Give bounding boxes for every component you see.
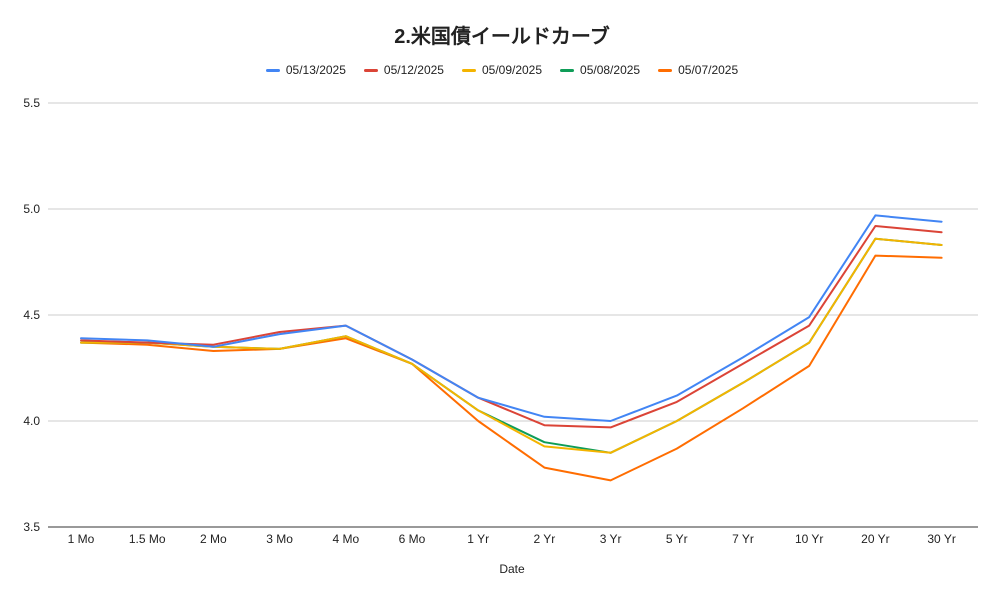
legend: 05/13/2025 05/12/2025 05/09/2025 05/08/2025…: [0, 63, 1004, 77]
x-tick-label: 7 Yr: [732, 532, 754, 546]
x-tick-label: 3 Yr: [600, 532, 622, 546]
legend-label: 05/08/2025: [580, 63, 641, 77]
legend-item: 05/08/2025: [560, 63, 640, 77]
legend-label: 05/13/2025: [285, 63, 346, 77]
legend-label: 05/09/2025: [481, 63, 543, 77]
x-tick-label: 4 Mo: [332, 532, 359, 546]
x-tick-label: 3 Mo: [266, 532, 293, 546]
x-tick-label: 5 Yr: [666, 532, 688, 546]
x-tick-label: 10 Yr: [795, 532, 823, 546]
legend-label: 05/07/2025: [678, 63, 739, 77]
x-tick-label: 1 Yr: [467, 532, 489, 546]
legend-item: 05/09/2025: [461, 63, 543, 77]
y-tick-label: 4.0: [23, 414, 40, 428]
series-line: [80, 237, 943, 454]
x-tick-label: 6 Mo: [399, 532, 426, 546]
legend-swatch: [560, 68, 575, 72]
series-line: [80, 225, 943, 429]
legend-label: 05/12/2025: [383, 63, 444, 77]
series-line: [80, 254, 943, 482]
x-tick-label: 2 Yr: [534, 532, 556, 546]
y-tick-label: 3.5: [23, 520, 40, 534]
legend-swatch: [265, 68, 280, 72]
x-tick-label: 30 Yr: [927, 532, 955, 546]
x-tick-label: 1 Mo: [68, 532, 95, 546]
legend-swatch: [658, 68, 673, 72]
x-tick-label: 20 Yr: [861, 532, 889, 546]
legend-item: 05/12/2025: [363, 63, 444, 77]
y-tick-label: 4.5: [23, 308, 40, 322]
legend-item: 05/13/2025: [265, 63, 346, 77]
legend-item: 05/07/2025: [658, 63, 738, 77]
chart-title: 2.米国債イールドカーブ: [394, 26, 610, 48]
y-tick-label: 5.0: [23, 202, 40, 216]
x-tick-label: 1.5 Mo: [129, 532, 166, 546]
x-tick-label: 2 Mo: [200, 532, 227, 546]
legend-swatch: [363, 68, 378, 72]
series-line: [80, 214, 943, 422]
legend-swatch: [461, 68, 476, 72]
y-tick-label: 5.5: [23, 96, 40, 110]
x-axis-title: Date: [499, 562, 525, 576]
